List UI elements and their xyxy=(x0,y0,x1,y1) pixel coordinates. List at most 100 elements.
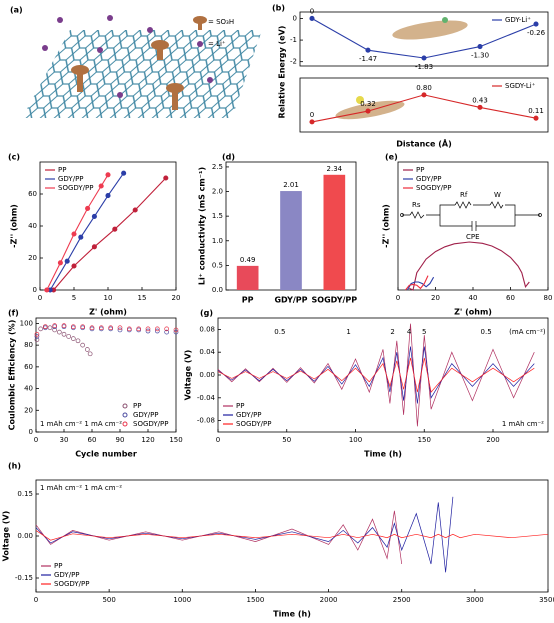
marker xyxy=(71,231,77,237)
marker xyxy=(533,21,539,27)
y-tick-label: 40 xyxy=(24,385,33,393)
series-line xyxy=(35,496,454,573)
series-line xyxy=(217,357,535,393)
y-tick-label: 0.00 xyxy=(199,371,215,379)
x-tick-label: 80 xyxy=(544,294,553,302)
panel-label: (c) xyxy=(8,153,20,162)
value-label: 0 xyxy=(310,111,314,119)
y-tick-label: 0 xyxy=(33,286,37,294)
marker xyxy=(98,183,104,189)
y-tick-label: 0 xyxy=(293,14,297,22)
marker xyxy=(163,175,169,181)
panel-label: (b) xyxy=(272,4,285,13)
circuit xyxy=(400,201,542,231)
series-line xyxy=(35,530,549,541)
marker xyxy=(421,92,427,98)
y-axis-title: Voltage (V) xyxy=(184,350,193,401)
scatter-point xyxy=(173,327,179,333)
x-tick-label: 150 xyxy=(418,436,431,444)
x-tick-label: 10 xyxy=(104,294,113,302)
scatter-point xyxy=(34,331,40,337)
scatter-point xyxy=(34,334,40,339)
plot-frame xyxy=(217,317,549,433)
x-tick-label: 20 xyxy=(172,294,181,302)
panel-label: (d) xyxy=(222,153,235,162)
x-tick-label: 15 xyxy=(138,294,147,302)
series-line xyxy=(217,323,535,427)
legend-text: SOGDY/PP xyxy=(133,420,168,428)
x-axis-title: Distance (Å) xyxy=(396,139,452,149)
y-tick-label: 0.5 xyxy=(212,261,223,269)
y-tick-label: 0.04 xyxy=(199,348,215,356)
scatter-point xyxy=(70,324,76,330)
scatter-point xyxy=(42,324,48,330)
value-label: 0.32 xyxy=(360,100,376,108)
marker xyxy=(64,258,70,264)
marker xyxy=(309,15,315,22)
x-tick-label: 2000 xyxy=(320,596,338,604)
x-tick-label: 100 xyxy=(349,436,362,444)
annotation: 1 xyxy=(346,328,350,336)
y-tick-label: 60 xyxy=(28,190,37,198)
legend-text: PP xyxy=(58,166,66,174)
x-tick-label: 50 xyxy=(282,436,291,444)
series-line xyxy=(405,275,429,291)
y-tick-label: 40 xyxy=(28,222,37,230)
scatter-point xyxy=(80,342,86,348)
scatter-point xyxy=(117,325,123,331)
value-label: -1.47 xyxy=(359,55,377,63)
legend-text: PP xyxy=(133,402,141,410)
series-line xyxy=(35,510,403,565)
scatter-point xyxy=(61,331,67,337)
x-axis-title: Z' (ohm) xyxy=(89,308,127,317)
y-tick-label: -2 xyxy=(290,58,297,66)
legend-text: = SO₃H xyxy=(208,18,234,26)
x-tick-label: 0 xyxy=(38,294,42,302)
legend-text: GDY/PP xyxy=(54,571,80,579)
value-label: 0.80 xyxy=(416,84,432,92)
scatter-point xyxy=(66,334,72,339)
y-tick-label: 0.0 xyxy=(212,286,223,294)
x-tick-label: 200 xyxy=(486,436,499,444)
legend-text: = Li⁺ xyxy=(208,40,226,48)
marker xyxy=(91,213,97,219)
series-line xyxy=(406,276,435,291)
y-tick-label: 80 xyxy=(24,341,33,349)
marker xyxy=(365,108,371,114)
marker xyxy=(71,263,77,269)
y-axis-title: -Z'' (ohm) xyxy=(10,204,19,248)
x-axis-title: Time (h) xyxy=(273,610,311,619)
x-tick-label: 30 xyxy=(60,436,69,444)
legend-text: GDY/PP xyxy=(58,175,84,183)
scatter-point xyxy=(126,326,132,332)
marker xyxy=(533,115,539,121)
legend-text: GDY/PP xyxy=(133,411,159,419)
x-tick-label: 20 xyxy=(431,294,440,302)
value-label: 2.34 xyxy=(327,165,343,173)
annotation: (mA cm⁻²) xyxy=(509,328,546,336)
note: 1 mAh cm⁻² xyxy=(502,420,544,428)
circuit-label: Rf xyxy=(460,191,468,199)
plot-frame xyxy=(299,77,549,133)
marker xyxy=(105,193,111,199)
marker xyxy=(91,244,97,250)
panel-label: (a) xyxy=(10,6,23,15)
legend-text: GDY/PP xyxy=(416,175,442,183)
scatter-point xyxy=(108,325,114,331)
illustration: (a) = SO₃H = Li⁺ xyxy=(4,4,266,146)
y-axis-title: Coulombic Efficiency (%) xyxy=(8,320,17,431)
scatter-point xyxy=(56,329,62,335)
x-axis-title: Time (h) xyxy=(364,450,402,459)
x-tick-label: 3000 xyxy=(466,596,484,604)
legend-text: SOGDY/PP xyxy=(58,184,93,192)
plot-frame xyxy=(299,11,549,67)
note: 1 mAh cm⁻² 1 mA cm⁻² xyxy=(40,420,122,428)
legend-text: GDY-Li⁺ xyxy=(505,16,531,24)
circuit-label: CPE xyxy=(466,233,480,241)
value-label: -0.26 xyxy=(527,29,546,37)
value-label: 0 xyxy=(310,7,314,15)
x-axis-title: Cycle number xyxy=(75,450,137,459)
marker xyxy=(365,47,371,53)
x-tick-label: 0 xyxy=(34,436,38,444)
